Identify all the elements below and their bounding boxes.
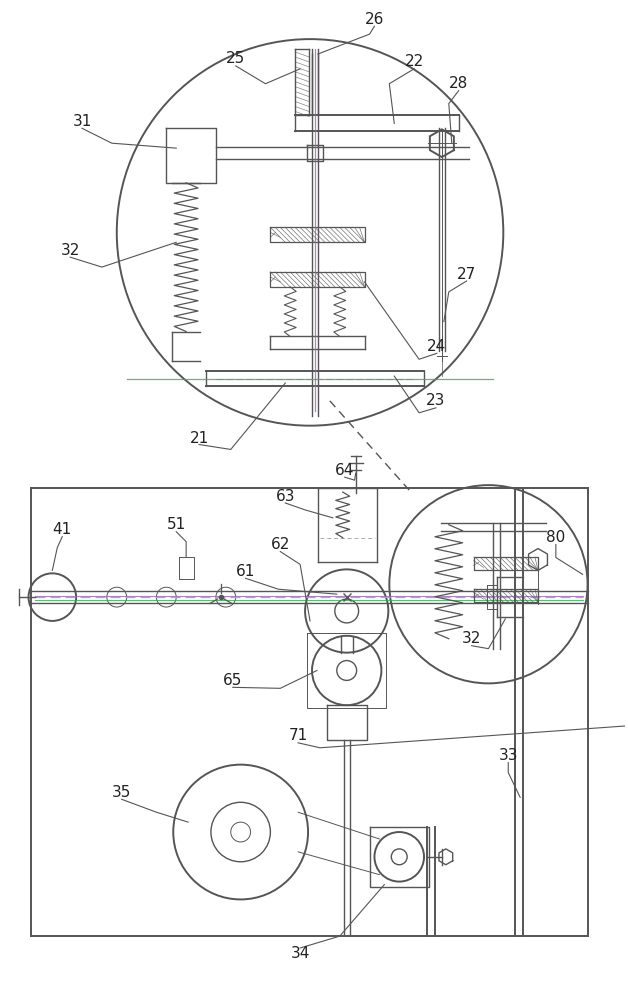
Text: 32: 32 xyxy=(60,243,80,258)
Text: 61: 61 xyxy=(236,564,256,579)
Text: 65: 65 xyxy=(223,673,242,688)
Text: 41: 41 xyxy=(53,522,72,537)
Text: 26: 26 xyxy=(365,12,384,27)
Text: 21: 21 xyxy=(190,431,208,446)
Text: 23: 23 xyxy=(426,393,446,408)
Text: 51: 51 xyxy=(166,517,186,532)
Text: 32: 32 xyxy=(462,631,481,646)
Text: 62: 62 xyxy=(271,537,290,552)
Text: 35: 35 xyxy=(112,785,131,800)
Text: 34: 34 xyxy=(290,946,310,961)
Text: 22: 22 xyxy=(404,54,424,69)
Text: 64: 64 xyxy=(335,463,354,478)
Text: 80: 80 xyxy=(546,530,565,545)
Text: 33: 33 xyxy=(499,748,518,763)
Text: 25: 25 xyxy=(226,51,246,66)
Text: 71: 71 xyxy=(288,728,308,743)
Text: 24: 24 xyxy=(427,339,447,354)
Text: 63: 63 xyxy=(276,489,295,504)
Text: 28: 28 xyxy=(449,76,468,91)
Text: 27: 27 xyxy=(457,267,476,282)
Text: 31: 31 xyxy=(72,114,92,129)
